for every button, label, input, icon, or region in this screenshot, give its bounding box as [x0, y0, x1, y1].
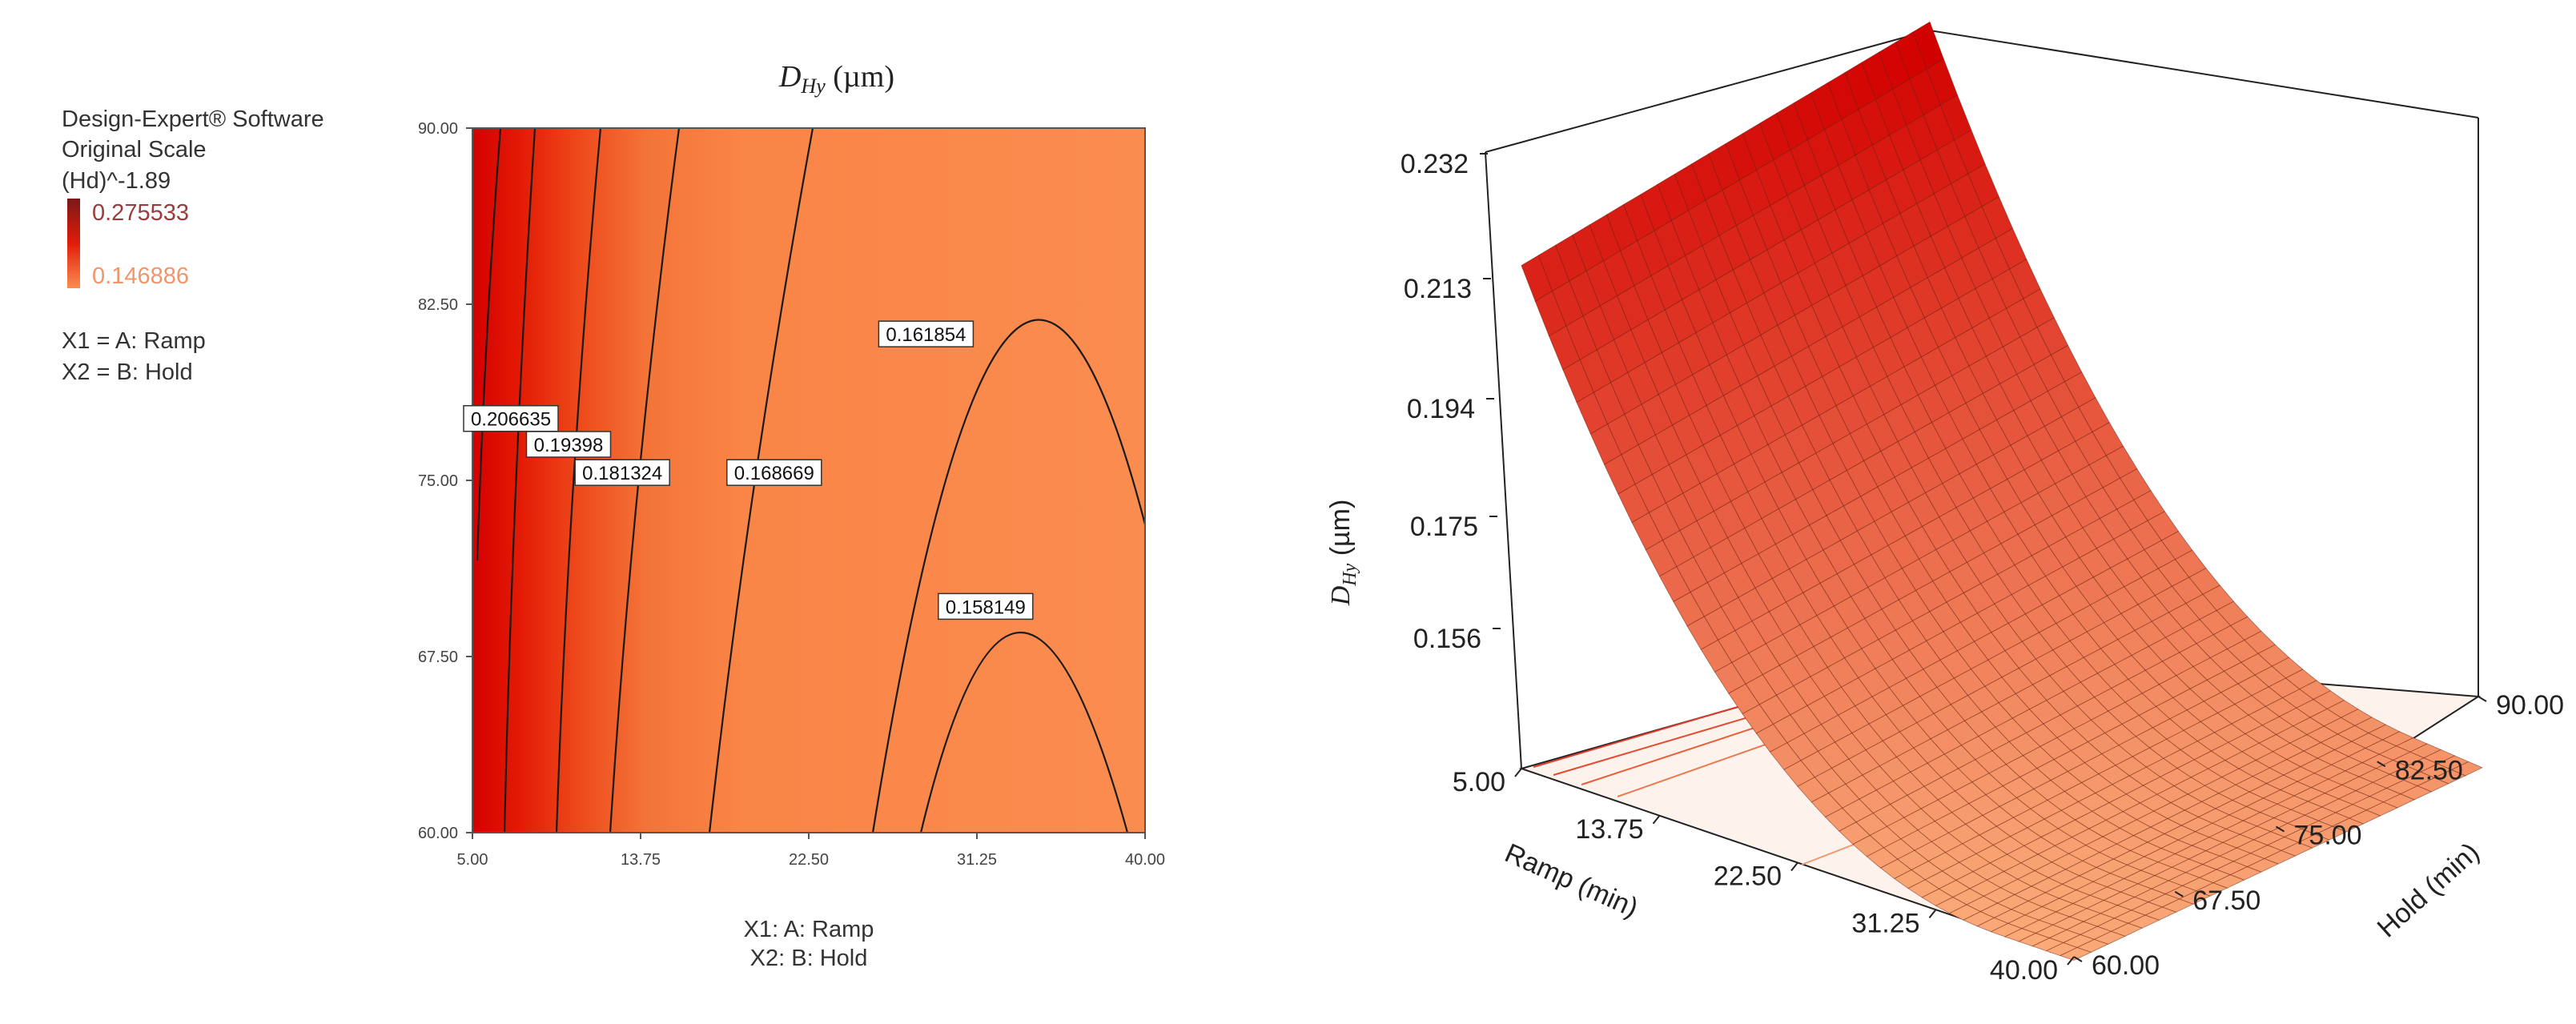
- ramp-tick-label: 31.25: [1851, 908, 1919, 938]
- contour-xlabel-1: X1: A: Ramp: [744, 917, 874, 942]
- ramp-tick-mark: [2067, 956, 2075, 966]
- contour-label-box: [525, 431, 612, 458]
- y-tick-label: 60.00: [418, 825, 458, 842]
- z-tick-label: 0.232: [1401, 149, 1469, 179]
- color-scale-bar: [67, 199, 80, 288]
- contour-label: 0.206635: [471, 409, 551, 431]
- y-tick-label: 82.50: [418, 296, 458, 314]
- contour-line-7: [919, 631, 1129, 833]
- surface-mesh: [1521, 21, 2483, 961]
- z-tick-label: 0.213: [1404, 274, 1472, 304]
- contour-label: 0.161854: [886, 324, 966, 346]
- y-tick-label: 67.50: [418, 649, 458, 666]
- hold-tick-mark: [2073, 956, 2083, 962]
- contour-ticks: 5.00 13.75 22.50 31.25 40.00 60.00 67.50 75.00 8…: [418, 120, 1165, 869]
- hold-tick-label: 60.00: [2092, 950, 2160, 981]
- contour-line-1: [476, 128, 502, 561]
- contour-plot-area: 0.206635 0.19398 0.181324 0.168669 0.161854 0…: [463, 127, 1146, 833]
- ramp-tick-mark: [1790, 861, 1798, 872]
- z-tick-label: 0.194: [1407, 394, 1475, 424]
- y-tick-label: 75.00: [418, 472, 458, 490]
- ramp-tick-mark: [1514, 768, 1522, 777]
- z-tick-label: 0.175: [1410, 512, 1478, 542]
- contour-label: 0.158149: [946, 596, 1026, 618]
- ramp-tick-label: 13.75: [1575, 814, 1643, 845]
- ramp-tick-label: 40.00: [1990, 955, 2058, 986]
- x-tick-label: 13.75: [621, 851, 661, 869]
- contour-label: 0.168669: [734, 463, 814, 484]
- surface-ylabel: Hold (min): [2372, 837, 2486, 943]
- contour-label-box: [574, 459, 670, 486]
- hold-tick-label: 90.00: [2496, 690, 2564, 721]
- title-sub: Hy: [800, 74, 826, 98]
- z-tick-label: 0.156: [1413, 624, 1481, 654]
- color-scale-high: 0.275533: [92, 200, 189, 226]
- ramp-tick-label: 5.00: [1453, 767, 1505, 797]
- zlabel-unit: (µm): [1325, 500, 1356, 564]
- y-tick-label: 90.00: [418, 120, 458, 138]
- title-unit: (µm): [826, 60, 894, 94]
- contour-label-box: [463, 404, 559, 432]
- contour-label-box: [878, 320, 975, 347]
- surface-cell: [2059, 947, 2092, 961]
- title-main: D: [778, 60, 801, 94]
- hold-tick-mark: [2275, 825, 2285, 833]
- hold-tick-mark: [2478, 696, 2487, 702]
- transform-label: (Hd)^-1.89: [62, 168, 171, 194]
- zlabel-sub: Hy: [1340, 563, 1360, 586]
- software-title: Design-Expert® Software: [62, 106, 324, 132]
- box-edge-top-right: [1929, 30, 2479, 118]
- surface-zlabel: DHy (µm): [1325, 500, 1360, 607]
- hold-tick-label: 82.50: [2395, 755, 2463, 785]
- contour-line-6: [871, 319, 1145, 833]
- zlabel-main: D: [1326, 585, 1356, 606]
- hold-tick-label: 75.00: [2294, 821, 2362, 851]
- contour-chart: Design-Expert® Software Original Scale (…: [62, 60, 1165, 971]
- floor-contour-2: [1553, 710, 1770, 776]
- surface-xlabel: Ramp (min): [1501, 837, 1643, 923]
- x1-definition: X1 = A: Ramp: [62, 328, 206, 354]
- contour-labels: 0.206635 0.19398 0.181324 0.168669 0.161854 0…: [463, 320, 1034, 620]
- x-tick-label: 5.00: [457, 851, 488, 869]
- ramp-tick-mark: [1928, 909, 1937, 918]
- hold-tick-mark: [2174, 890, 2184, 898]
- contour-label: 0.181324: [582, 463, 662, 484]
- x-tick-label: 22.50: [789, 851, 829, 869]
- floor-contour-1: [1533, 704, 1746, 768]
- hold-tick-mark: [2377, 761, 2386, 768]
- box-edge-z-front: [1485, 151, 1522, 769]
- contour-label-box: [938, 592, 1034, 620]
- hold-tick-label: 67.50: [2192, 885, 2261, 916]
- x-tick-label: 31.25: [957, 851, 997, 869]
- surface-box: [1485, 30, 2479, 769]
- contour-label: 0.19398: [534, 435, 604, 456]
- box-edge-top-left: [1485, 30, 1931, 153]
- ramp-tick-label: 22.50: [1714, 861, 1782, 892]
- x2-definition: X2 = B: Hold: [62, 359, 193, 385]
- legend-block: Design-Expert® Software Original Scale (…: [62, 106, 324, 385]
- y-axis-ticks: 60.00 67.50 75.00 82.50 90.00: [2073, 690, 2564, 981]
- contour-xlabel-2: X2: B: Hold: [750, 946, 868, 971]
- x-axis-ticks: 5.00 13.75 22.50 31.25 40.00: [1453, 767, 2075, 986]
- contour-title: DHy (µm): [778, 60, 894, 98]
- surface-chart: 0.232 0.213 0.194 0.175 0.156 DHy (µm) 5.00 1…: [1325, 21, 2564, 986]
- color-scale-low: 0.146886: [92, 263, 189, 289]
- contour-label-box: [726, 459, 822, 486]
- z-axis-ticks: 0.232 0.213 0.194 0.175 0.156: [1401, 149, 1501, 654]
- ramp-tick-mark: [1652, 815, 1661, 825]
- x-tick-label: 40.00: [1125, 851, 1165, 869]
- scale-label: Original Scale: [62, 137, 207, 163]
- contour-line-3: [555, 128, 602, 833]
- contour-line-2: [503, 128, 536, 833]
